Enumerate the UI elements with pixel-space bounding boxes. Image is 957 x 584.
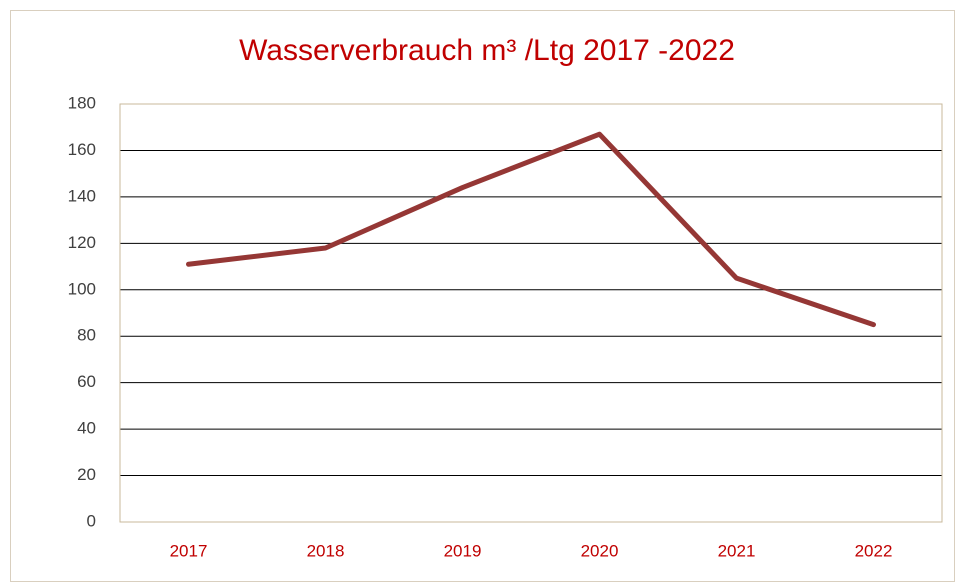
y-tick-label: 80 bbox=[77, 326, 96, 345]
line bbox=[186, 131, 876, 328]
y-tick-label: 180 bbox=[68, 93, 96, 112]
x-tick-label: 2019 bbox=[444, 541, 482, 560]
y-tick-label: 100 bbox=[68, 279, 96, 298]
y-tick-label: 60 bbox=[77, 372, 96, 391]
y-tick-label: 20 bbox=[77, 465, 96, 484]
y-tick-label: 120 bbox=[68, 233, 96, 252]
x-tick-label: 2020 bbox=[581, 541, 619, 560]
plot-border bbox=[119, 103, 943, 523]
x-tick-label: 2018 bbox=[307, 541, 345, 560]
y-tick-label: 0 bbox=[87, 511, 96, 530]
chart-title: Wasserverbrauch m³ /Ltg 2017 -2022 bbox=[239, 34, 735, 67]
x-tick-label: 2021 bbox=[718, 541, 756, 560]
x-tick-label: 2017 bbox=[170, 541, 208, 560]
x-tick-label: 2022 bbox=[855, 541, 893, 560]
y-tick-label: 140 bbox=[68, 186, 96, 205]
chart-frame bbox=[10, 10, 955, 582]
y-tick-label: 160 bbox=[68, 140, 96, 159]
y-tick-label: 40 bbox=[77, 419, 96, 438]
